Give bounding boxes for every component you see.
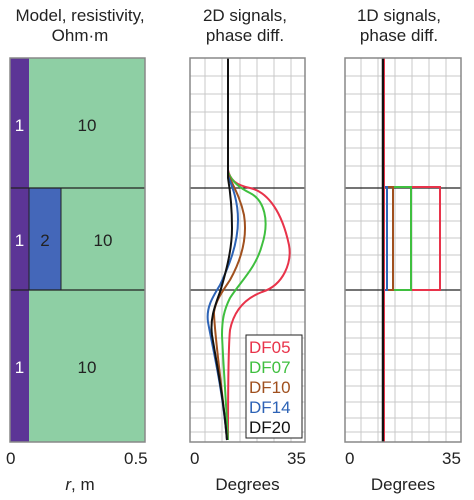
legend-item-df10: DF10: [249, 378, 291, 397]
curve-df05: [227, 58, 291, 441]
model-panel-title: Model, resistivity, Ohm·m: [0, 6, 160, 46]
model-panel: 1 10 1 2 10 1 10: [9, 57, 146, 443]
step-df07: [383, 186, 412, 291]
signals2d-x-tick-0: 0: [190, 449, 200, 468]
signals1d-title-line1: 1D signals,: [356, 6, 442, 25]
model-x-tick-0: 0: [6, 449, 16, 468]
cell-bot-main: 10: [78, 358, 97, 377]
curve-df20: [210, 58, 234, 441]
signals1d-x-tick-35: 35: [442, 449, 461, 468]
signals2d-x-tick-35: 35: [287, 449, 306, 468]
cell-mid-thin: 1: [15, 231, 24, 250]
model-x-label-unit: , m: [71, 475, 95, 494]
signals2d-title-line2: phase diff.: [205, 26, 285, 45]
curve-df07: [220, 58, 267, 441]
curve-df10: [212, 58, 246, 441]
cell-mid-main: 10: [94, 231, 113, 250]
model-x-label-variable: r: [65, 475, 72, 494]
signals1d-x-label: Degrees: [370, 475, 436, 494]
legend-box: [245, 334, 303, 439]
cell-top-main: 10: [78, 116, 97, 135]
model-frame: [9, 57, 146, 443]
signals1d-x-tick-0: 0: [345, 449, 355, 468]
cell-bot-thin: 1: [15, 358, 24, 377]
signals2d-legend: DF05 DF07 DF10 DF14 DF20: [245, 334, 303, 439]
model-x-tick-05: 0.5: [124, 449, 148, 468]
signals2d-x-label: Degrees: [215, 475, 280, 494]
model-title-line1: Model, resistivity,: [15, 6, 145, 25]
cell-mid-block: 2: [40, 231, 49, 250]
signals1d-frame: [344, 57, 462, 443]
model-x-label: r, m: [20, 476, 140, 494]
model-title-line2: Ohm·m: [51, 26, 109, 45]
model-thin-layer: [10, 58, 29, 442]
signals2d-frame: [189, 57, 306, 443]
signals2d-panel-title: 2D signals, phase diff.: [180, 6, 310, 46]
legend-item-df14: DF14: [249, 398, 291, 417]
legend-item-df07: DF07: [249, 358, 291, 377]
signals1d-panel: [344, 57, 462, 443]
cell-top-thin: 1: [15, 116, 24, 135]
legend-item-df20: DF20: [249, 418, 291, 437]
model-resistive-block: [28, 187, 62, 291]
signals1d-panel-title: 1D signals, phase diff.: [334, 6, 464, 46]
signals2d-panel: DF05 DF07 DF10 DF14 DF20: [189, 57, 306, 443]
signals1d-title-line2: phase diff.: [359, 26, 439, 45]
legend-item-df05: DF05: [249, 338, 291, 357]
signals1d-grid: [345, 58, 461, 442]
signals2d-title-line1: 2D signals,: [202, 6, 288, 25]
signals1d-background: [345, 58, 461, 442]
